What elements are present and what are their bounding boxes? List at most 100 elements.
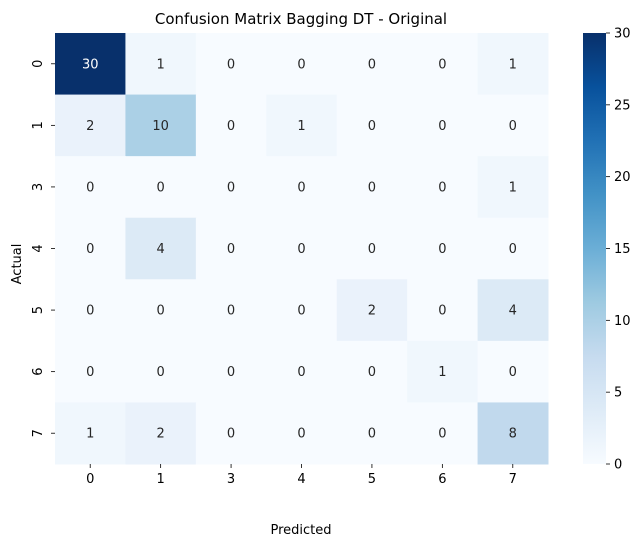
cell-value-label: 0 (157, 365, 165, 380)
colorbar-gradient (583, 33, 606, 464)
cell-value-label: 0 (86, 365, 94, 380)
cell-value-label: 4 (509, 304, 517, 319)
heatmap-cell (266, 279, 338, 342)
heatmap-cell (125, 94, 197, 157)
y-tick-label: 3 (31, 183, 46, 191)
heatmap-cell (195, 156, 267, 219)
y-tick-label: 7 (31, 429, 46, 437)
x-tick-label: 5 (368, 472, 376, 487)
x-axis-label: Predicted (270, 523, 331, 538)
cell-value-label: 0 (297, 427, 305, 442)
heatmap-cell (407, 33, 479, 96)
heatmap-cell (336, 217, 408, 280)
cell-value-label: 0 (297, 304, 305, 319)
heatmap-cell (55, 156, 126, 219)
cell-value-label: 0 (86, 242, 94, 257)
x-tick-label: 7 (509, 472, 517, 487)
colorbar-tick-label: 25 (614, 98, 631, 113)
cell-value-label: 0 (227, 57, 235, 72)
heatmap-cell (195, 340, 267, 403)
cell-value-label: 0 (368, 57, 376, 72)
cell-value-label: 0 (438, 180, 446, 195)
heatmap-cell (407, 279, 479, 342)
cell-value-label: 0 (438, 427, 446, 442)
heatmap-cell (125, 402, 197, 465)
cell-value-label: 0 (368, 365, 376, 380)
heatmap-cell (266, 217, 338, 280)
cell-value-label: 0 (227, 119, 235, 134)
x-tick-label: 6 (438, 472, 446, 487)
cell-value-label: 1 (438, 365, 446, 380)
heatmap-cell (477, 402, 549, 465)
chart-title: Confusion Matrix Bagging DT - Original (155, 10, 447, 28)
heatmap-cell (336, 94, 408, 157)
heatmap-cell (477, 33, 549, 96)
cell-value-label: 0 (509, 365, 517, 380)
heatmap-cell (55, 94, 126, 157)
heatmap-cell (55, 340, 126, 403)
cell-value-label: 0 (297, 365, 305, 380)
cell-value-label: 0 (368, 119, 376, 134)
y-tick-label: 1 (31, 121, 46, 129)
heatmap-cell (477, 279, 549, 342)
colorbar-tick-label: 0 (614, 458, 622, 473)
heatmap-cell (266, 33, 338, 96)
cell-value-label: 1 (509, 57, 517, 72)
heatmap-cell (336, 340, 408, 403)
cell-value-label: 0 (157, 304, 165, 319)
heatmap-cell (266, 156, 338, 219)
colorbar-tick-label: 20 (614, 170, 631, 185)
colorbar: 0 5 10 15 20 25 30 (583, 27, 631, 473)
heatmap-cell (477, 217, 549, 280)
cell-value-label: 2 (368, 304, 376, 319)
cell-value-label: 2 (86, 119, 94, 134)
cell-value-label: 0 (368, 242, 376, 257)
y-tick-label: 0 (31, 60, 46, 68)
heatmap-cell (195, 402, 267, 465)
x-tick-label: 4 (297, 472, 305, 487)
cell-value-label: 0 (227, 365, 235, 380)
cell-value-label: 0 (438, 119, 446, 134)
cell-value-label: 0 (86, 180, 94, 195)
cell-value-label: 0 (368, 427, 376, 442)
cell-value-label: 0 (509, 242, 517, 257)
cell-value-label: 0 (227, 427, 235, 442)
colorbar-tick-label: 5 (614, 386, 622, 401)
heatmap-cell (407, 402, 479, 465)
cell-value-label: 0 (509, 119, 517, 134)
heatmap-cell (407, 156, 479, 219)
y-tick-label: 5 (31, 306, 46, 314)
heatmap-cell (55, 33, 126, 96)
heatmap-cell (477, 156, 549, 219)
heatmap-cell (195, 217, 267, 280)
cell-value-label: 4 (157, 242, 165, 257)
heatmap-cell (407, 94, 479, 157)
colorbar-tick-label: 15 (614, 242, 631, 257)
heatmap-cell (336, 279, 408, 342)
heatmap-cell (336, 33, 408, 96)
cell-value-label: 0 (297, 242, 305, 257)
heatmap-cell (266, 94, 338, 157)
heatmap-cell (195, 33, 267, 96)
cell-value-label: 0 (227, 180, 235, 195)
heatmap-cell (336, 156, 408, 219)
y-tick-label: 6 (31, 368, 46, 376)
colorbar-tick-label: 30 (614, 27, 631, 42)
heatmap-cell (125, 340, 197, 403)
cell-value-label: 0 (297, 180, 305, 195)
heatmap-cell (125, 217, 197, 280)
heatmap-cell (477, 94, 549, 157)
cell-value-label: 0 (438, 242, 446, 257)
cell-value-label: 0 (227, 304, 235, 319)
cell-value-label: 0 (86, 304, 94, 319)
heatmap-cell (266, 340, 338, 403)
heatmap-cell (477, 340, 549, 403)
heatmap-cell (266, 402, 338, 465)
cell-value-label: 2 (157, 427, 165, 442)
cell-value-label: 8 (509, 427, 517, 442)
x-tick-label: 0 (86, 472, 94, 487)
cell-value-label: 0 (438, 57, 446, 72)
heatmap-cell (407, 217, 479, 280)
cell-value-label: 0 (438, 304, 446, 319)
